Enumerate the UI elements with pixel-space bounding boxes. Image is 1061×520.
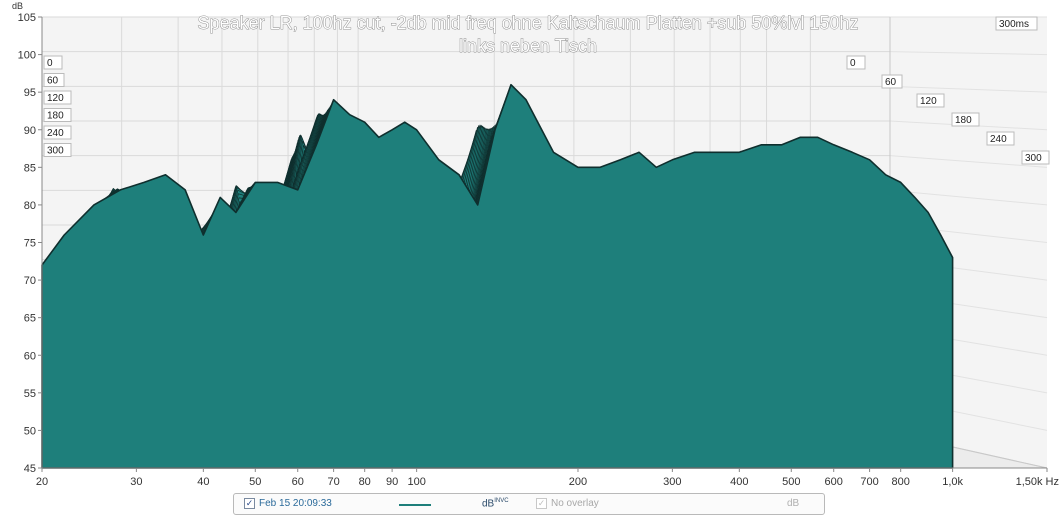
measurement-checkbox[interactable]: ✓ [244, 498, 255, 509]
time-label-left: 180 [47, 111, 64, 122]
time-label-right-box [986, 131, 1015, 146]
y-tick-label: 65 [24, 313, 36, 325]
x-tick-label: 50 [249, 476, 261, 488]
time-label-right: 300 [1025, 153, 1042, 164]
time-label-left-box [43, 73, 65, 87]
time-range-label: 300ms [999, 19, 1029, 30]
x-tick-label: 70 [327, 476, 339, 488]
unit-sup: INVC [494, 498, 509, 504]
x-tick-label: 90 [386, 476, 398, 488]
x-tick-label: 700 [860, 476, 878, 488]
time-label-left: 300 [47, 146, 64, 157]
grid-line-side [889, 189, 1048, 206]
time-label-left-box [43, 143, 72, 157]
overlay-legend-item[interactable]: ✓ No overlay [536, 498, 599, 509]
x-tick-label: 80 [359, 476, 371, 488]
y-tick-label: 95 [24, 87, 36, 99]
x-tick-label: 200 [569, 476, 587, 488]
x-tick-label: 40 [197, 476, 209, 488]
measurement-label: Feb 15 20:09:33 [259, 498, 332, 509]
y-tick-label: 45 [24, 463, 36, 475]
y-tick-label: 100 [18, 50, 36, 62]
x-tick-label: 300 [663, 476, 681, 488]
x-tick-label: 20 [36, 476, 48, 488]
grid-line-side [889, 155, 1048, 168]
x-tick-label: 600 [825, 476, 843, 488]
y-axis-label: dB [12, 1, 23, 11]
grid-line-side [889, 85, 1048, 93]
time-label-left-box [43, 125, 72, 140]
x-tick-label: 1,50k Hz [1016, 476, 1059, 488]
time-label-left-box [43, 55, 63, 70]
overlay-label: No overlay [551, 498, 599, 509]
grid-line-side [889, 51, 1048, 56]
overlay-unit: dB [787, 498, 800, 509]
time-range-label-box [995, 16, 1038, 31]
y-tick-label: 70 [24, 275, 36, 287]
time-label-right-box [846, 55, 866, 70]
time-label-left-box [43, 108, 72, 122]
time-label-right: 120 [920, 96, 937, 107]
time-label-right: 60 [885, 77, 897, 88]
x-tick-label: 100 [407, 476, 425, 488]
y-tick-label: 60 [24, 350, 36, 362]
time-label-left: 240 [47, 128, 64, 139]
y-tick-label: 50 [24, 425, 36, 437]
time-label-right-box [1021, 150, 1050, 165]
time-label-right-box [916, 93, 945, 108]
waterfall-slice [41, 83, 954, 469]
unit-label: dB [482, 498, 495, 510]
x-tick-label: 400 [730, 476, 748, 488]
measurement-unit: dBINVC [482, 498, 509, 509]
y-tick-label: 85 [24, 162, 36, 174]
time-label-right: 240 [990, 134, 1007, 145]
measurement-legend-item[interactable]: ✓ Feb 15 20:09:33 [244, 498, 332, 509]
series-color-swatch [399, 504, 431, 506]
time-label-left: 120 [47, 93, 64, 104]
time-label-right-box [951, 112, 980, 127]
x-tick-label: 30 [130, 476, 142, 488]
chart-title: Speaker LR, 100hz cut, -2db mid freq ohn… [198, 13, 859, 33]
time-label-left: 60 [47, 76, 59, 87]
x-tick-label: 800 [891, 476, 909, 488]
x-tick-label: 500 [782, 476, 800, 488]
time-label-right: 180 [955, 115, 972, 126]
legend-bar: ✓ Feb 15 20:09:33 dBINVC ✓ No overlay dB [233, 493, 825, 515]
x-tick-label: 60 [292, 476, 304, 488]
overlay-checkbox[interactable]: ✓ [536, 498, 547, 509]
y-tick-label: 75 [24, 238, 36, 250]
y-tick-label: 105 [18, 12, 36, 24]
time-label-left-box [43, 90, 72, 105]
x-tick-label: 1,0k [942, 476, 963, 488]
y-tick-label: 90 [24, 125, 36, 137]
time-label-left: 0 [47, 58, 53, 69]
time-label-right-box [881, 74, 903, 89]
chart-subtitle: links neben Tisch [459, 36, 597, 56]
y-tick-label: 80 [24, 200, 36, 212]
y-tick-label: 55 [24, 388, 36, 400]
time-label-right: 0 [850, 58, 856, 69]
